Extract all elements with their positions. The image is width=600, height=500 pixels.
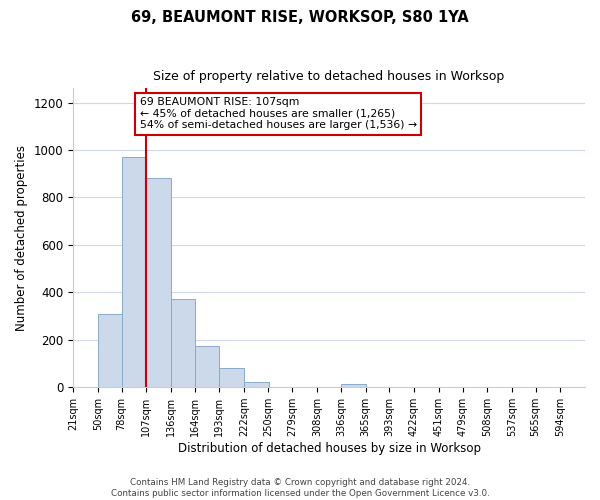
Text: 69, BEAUMONT RISE, WORKSOP, S80 1YA: 69, BEAUMONT RISE, WORKSOP, S80 1YA: [131, 10, 469, 25]
Bar: [146, 178, 171, 387]
Bar: [194, 346, 220, 387]
Y-axis label: Number of detached properties: Number of detached properties: [15, 145, 28, 331]
Bar: [122, 157, 146, 387]
Bar: [98, 314, 122, 387]
Bar: [244, 382, 269, 387]
Bar: [341, 384, 365, 387]
Bar: [171, 300, 196, 387]
Bar: [220, 368, 244, 387]
X-axis label: Distribution of detached houses by size in Worksop: Distribution of detached houses by size …: [178, 442, 481, 455]
Text: Contains HM Land Registry data © Crown copyright and database right 2024.
Contai: Contains HM Land Registry data © Crown c…: [110, 478, 490, 498]
Title: Size of property relative to detached houses in Worksop: Size of property relative to detached ho…: [154, 70, 505, 83]
Text: 69 BEAUMONT RISE: 107sqm
← 45% of detached houses are smaller (1,265)
54% of sem: 69 BEAUMONT RISE: 107sqm ← 45% of detach…: [140, 98, 417, 130]
